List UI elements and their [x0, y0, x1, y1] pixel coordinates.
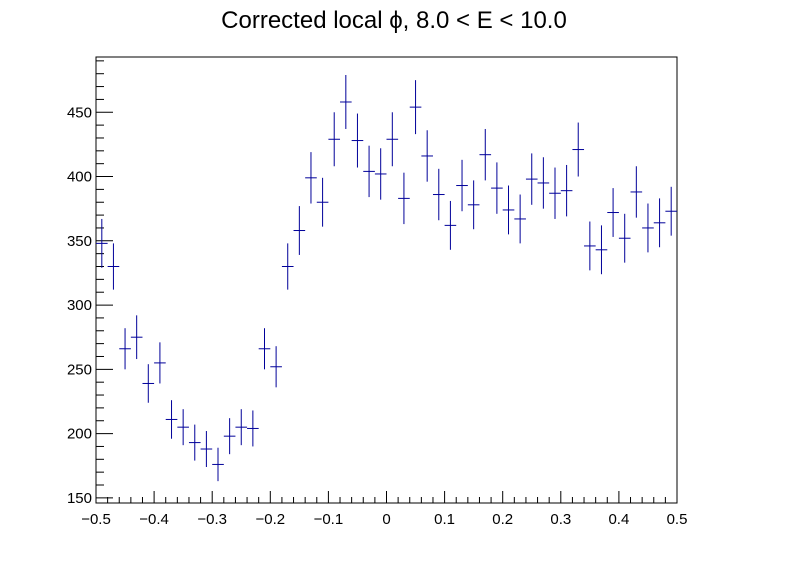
x-axis: −0.5 −0.4 −0.3 −0.2 −0.1 0 0.1 0.2 0.3 0.4 0.5: [81, 491, 687, 528]
data-point: [154, 342, 166, 384]
y-tick-label: 350: [67, 233, 92, 250]
data-point: [537, 157, 550, 209]
x-tick-label: 0: [382, 511, 390, 528]
data-point: [456, 159, 468, 212]
data-point: [525, 153, 538, 205]
x-tick-label: 0.4: [608, 511, 629, 528]
y-tick-label: 250: [67, 361, 92, 378]
data-point: [549, 167, 561, 219]
chart-title: Corrected local ϕ, 8.0 < E < 10.0: [221, 7, 567, 34]
x-tick-label: −0.4: [139, 511, 169, 528]
y-tick-label: 200: [67, 426, 92, 443]
data-point: [119, 328, 131, 370]
data-point: [607, 188, 619, 237]
data-point: [363, 145, 375, 198]
data-point: [409, 80, 422, 135]
data-point: [491, 162, 503, 214]
x-tick-label: −0.2: [255, 511, 285, 528]
x-tick-label: −0.1: [314, 511, 344, 528]
data-point: [467, 180, 480, 230]
data-point: [328, 112, 341, 167]
x-tick-label: 0.1: [434, 511, 455, 528]
data-point: [177, 409, 189, 446]
data-point: [642, 203, 654, 253]
data-point: [247, 410, 259, 447]
data-point: [293, 206, 306, 255]
data-point: [514, 194, 526, 244]
data-point: [572, 122, 585, 177]
data-point: [96, 218, 108, 268]
data-point: [340, 74, 352, 129]
data-point: [107, 243, 120, 290]
data-point: [584, 221, 596, 271]
data-point: [479, 128, 492, 181]
data-point: [188, 424, 201, 461]
data-point: [398, 172, 410, 225]
y-tick-label: 300: [67, 297, 92, 314]
y-tick-label: 150: [67, 490, 92, 507]
data-point: [444, 200, 457, 250]
y-tick-label: 400: [67, 169, 92, 186]
data-point: [235, 409, 248, 446]
data-point: [432, 168, 445, 221]
data-point: [351, 113, 364, 168]
data-point: [200, 431, 213, 468]
data-points: [96, 74, 677, 482]
data-point: [618, 213, 631, 263]
data-point: [281, 243, 294, 290]
y-tick-label: 450: [67, 104, 92, 121]
data-point: [130, 315, 143, 360]
x-tick-label: −0.5: [81, 511, 111, 528]
data-point: [270, 346, 282, 388]
x-tick-label: 0.5: [667, 511, 688, 528]
y-axis: 150 200 250 300 350 400 450: [67, 60, 113, 507]
data-point: [305, 152, 317, 204]
data-point: [665, 186, 677, 236]
data-point: [560, 164, 573, 217]
data-point: [223, 418, 236, 455]
data-point: [374, 148, 387, 200]
data-point: [421, 130, 433, 182]
data-point: [653, 198, 666, 248]
data-point: [316, 177, 329, 227]
x-tick-label: −0.3: [197, 511, 227, 528]
data-point: [142, 364, 155, 403]
data-point: [258, 328, 271, 370]
x-tick-label: 0.2: [492, 511, 513, 528]
data-point: [502, 185, 515, 235]
data-point: [386, 112, 399, 167]
data-point: [212, 447, 224, 482]
data-point: [630, 166, 643, 218]
x-tick-label: 0.3: [550, 511, 571, 528]
data-point: [165, 400, 178, 439]
data-point: [595, 225, 608, 275]
